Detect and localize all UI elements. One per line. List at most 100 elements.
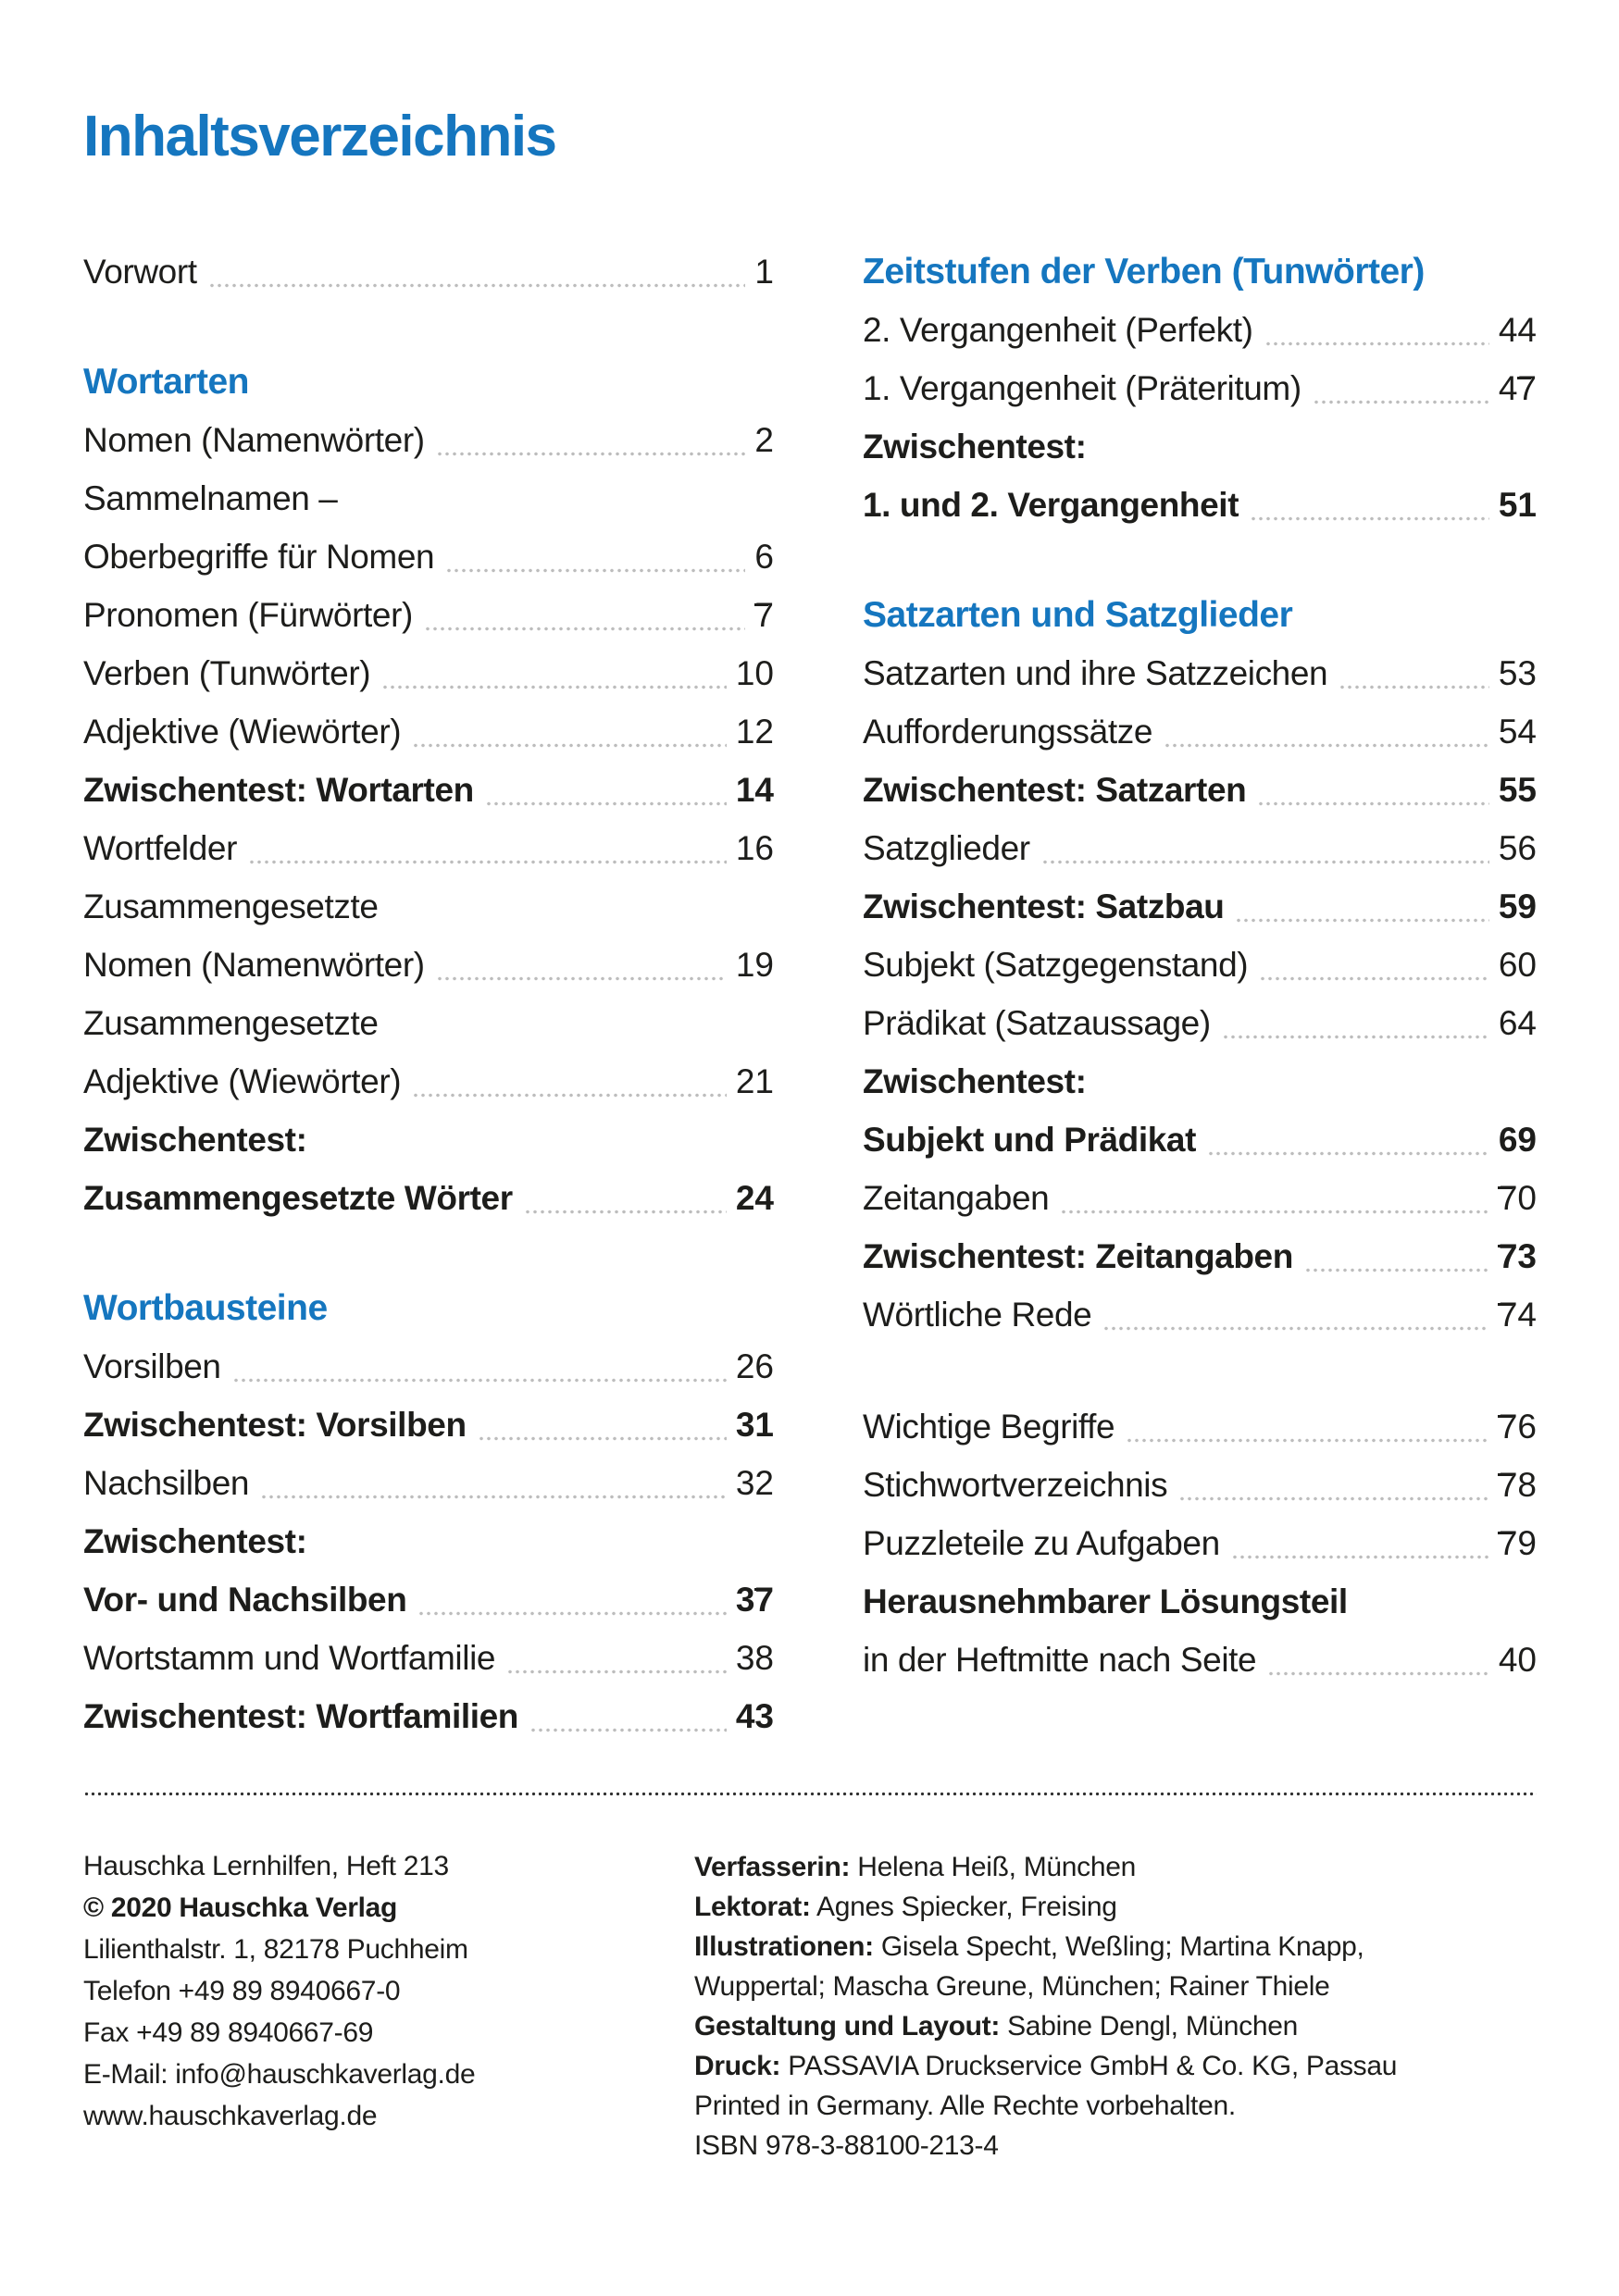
page-number: 24 [735, 1179, 774, 1217]
page-number: 7 [753, 586, 774, 644]
dotted-leader [1126, 1438, 1489, 1443]
toc-entry-zwischentest: Zwischentest: Satzarten 55 [863, 761, 1537, 819]
toc-right-column: Zeitstufen der Verben (Tunwörter) 2. Ver… [863, 242, 1537, 1689]
entry-label: Zeitangaben [863, 1179, 1050, 1217]
section-heading-wortbausteine: Wortbausteine [83, 1288, 328, 1328]
entry-label-line2: Oberbegriffe für Nomen [83, 538, 435, 576]
page-number: 78 [1498, 1456, 1537, 1514]
footer-email-line: E-Mail: info@hauschkaverlag.de [83, 2059, 476, 2090]
page-number: 76 [1498, 1397, 1537, 1456]
toc-entry: Prädikat (Satzaussage) 64 [863, 994, 1537, 1052]
footer-credit-line: Verfasserin: Helena Heiß, München [694, 1847, 1555, 1887]
entry-label: Satzglieder [863, 829, 1030, 867]
dotted-leader [529, 1728, 727, 1732]
entry-label: Pronomen (Fürwörter) [83, 596, 413, 634]
column-spacer [863, 1344, 1537, 1397]
entry-label: Wörtliche Rede [863, 1296, 1092, 1334]
toc-entry: 2. Vergangenheit (Perfekt) 44 [863, 301, 1537, 359]
dotted-leader [1178, 1496, 1489, 1501]
page-number: 59 [1498, 887, 1537, 925]
footer-credit-text: ISBN 978-3-88100-213-4 [694, 2130, 999, 2161]
page-number: 14 [735, 771, 774, 809]
dotted-leader [1259, 976, 1489, 981]
entry-label-line1: Zwischentest: [863, 1062, 1087, 1100]
entry-label: Vorwort [83, 253, 197, 291]
page-number: 26 [735, 1347, 774, 1385]
page-number: 21 [735, 1062, 774, 1100]
page-number: 70 [1498, 1169, 1537, 1227]
page-number: 40 [1498, 1641, 1537, 1679]
page-number: 6 [754, 538, 774, 576]
entry-label: 2. Vergangenheit (Perfekt) [863, 311, 1253, 349]
dotted-leader [435, 452, 746, 456]
toc-entry-zwischentest: Zwischentest: Wortfamilien 43 [83, 1687, 774, 1745]
page-number: 74 [1498, 1285, 1537, 1344]
toc-entry-multiline: Sammelnamen – Oberbegriffe für Nomen 6 [83, 469, 774, 586]
dotted-leader [1267, 1671, 1489, 1676]
footer-phone-line: Telefon +49 89 8940667-0 [83, 1976, 401, 2006]
dotted-leader [1230, 1555, 1489, 1559]
page-number: 1 [754, 253, 774, 291]
footer-website-line: www.hauschkaverlag.de [83, 2101, 378, 2131]
page-number: 47 [1499, 359, 1537, 417]
entry-label-line1: Herausnehmbarer Lösungsteil [863, 1582, 1348, 1620]
section-heading-satzarten: Satzarten und Satzglieder [863, 595, 1293, 635]
page-number: 79 [1498, 1514, 1537, 1572]
page-number: 64 [1498, 1004, 1537, 1042]
toc-entry: Nachsilben 32 [83, 1454, 774, 1512]
footer-divider-dotted-rule [83, 1792, 1537, 1796]
entry-label-line1: Zwischentest: [83, 1121, 307, 1159]
footer-copyright-line: © 2020 Hauschka Verlag [83, 1893, 398, 1923]
page-number: 43 [735, 1697, 774, 1735]
page-number: 31 [735, 1406, 774, 1444]
entry-label: Wortfelder [83, 829, 237, 867]
footer-credit-text: PASSAVIA Druckservice GmbH & Co. KG, Pas… [780, 2051, 1398, 2081]
entry-label-line2: Nomen (Namenwörter) [83, 946, 425, 984]
entry-label-line2: 1. und 2. Vergangenheit [863, 486, 1239, 524]
dotted-leader [1102, 1326, 1489, 1331]
entry-label: Subjekt (Satzgegenstand) [863, 946, 1249, 984]
page-number: 38 [735, 1639, 774, 1677]
entry-label: 1. Vergangenheit (Präteritum) [863, 369, 1301, 407]
entry-label-line2: Adjektive (Wiewörter) [83, 1062, 402, 1100]
footer-isbn-line: ISBN 978-3-88100-213-4 [694, 2126, 1555, 2166]
page-number: 32 [735, 1464, 774, 1502]
footer-credit-label: Druck: [694, 2051, 781, 2081]
page-number: 69 [1498, 1121, 1537, 1159]
entry-label: Puzzleteile zu Aufgaben [863, 1524, 1220, 1562]
entry-label: Zwischentest: Vorsilben [83, 1406, 467, 1444]
toc-entry: Subjekt (Satzgegenstand) 60 [863, 936, 1537, 994]
page-number: 44 [1498, 311, 1537, 349]
entry-label: Zwischentest: Satzarten [863, 771, 1247, 809]
footer-credit-text: Sabine Dengl, München [1000, 2011, 1299, 2042]
entry-label-line2: Vor- und Nachsilben [83, 1581, 407, 1619]
dotted-leader [248, 860, 727, 864]
entry-label-line1: Zwischentest: [863, 428, 1087, 465]
toc-entry: Nomen (Namenwörter) 2 [83, 411, 774, 469]
toc-entry-zwischentest: Zwischentest: Vorsilben 31 [83, 1396, 774, 1454]
footer-credit-line: Lektorat: Agnes Spiecker, Freising [694, 1887, 1555, 1927]
entry-label: Zwischentest: Satzbau [863, 887, 1225, 925]
entry-label: Wortstamm und Wortfamilie [83, 1639, 496, 1677]
footer-credit-line: Wuppertal; Mascha Greune, München; Raine… [694, 1967, 1555, 2006]
toc-entry: Puzzleteile zu Aufgaben 79 [863, 1514, 1537, 1572]
page-number: 2 [754, 421, 774, 459]
dotted-leader [477, 1436, 727, 1441]
page-number: 10 [735, 654, 774, 692]
section-heading-zeitstufen: Zeitstufen der Verben (Tunwörter) [863, 252, 1425, 292]
toc-entry-zwischentest: Zwischentest: Zeitangaben 73 [863, 1227, 1537, 1285]
dotted-leader [1303, 1268, 1489, 1272]
entry-label-line2: Subjekt und Prädikat [863, 1121, 1197, 1159]
toc-entry: Wortstamm und Wortfamilie 38 [83, 1629, 774, 1687]
entry-label: Adjektive (Wiewörter) [83, 713, 402, 751]
footer-address-line: Lilienthalstr. 1, 82178 Puchheim [83, 1934, 468, 1965]
toc-entry-zwischentest-multiline: Zwischentest: 1. und 2. Vergangenheit 51 [863, 417, 1537, 534]
page-number: 53 [1498, 654, 1537, 692]
footer-credit-label: Lektorat: [694, 1892, 811, 1922]
dotted-leader [1235, 918, 1489, 923]
toc-entry: Adjektive (Wiewörter) 12 [83, 702, 774, 761]
toc-left-column: Vorwort 1 Wortarten Nomen (Namenwörter) … [83, 242, 774, 1745]
dotted-leader [506, 1669, 727, 1674]
dotted-leader [1312, 400, 1489, 404]
footer-credit-line: Illustrationen: Gisela Specht, Weßling; … [694, 1927, 1555, 1967]
